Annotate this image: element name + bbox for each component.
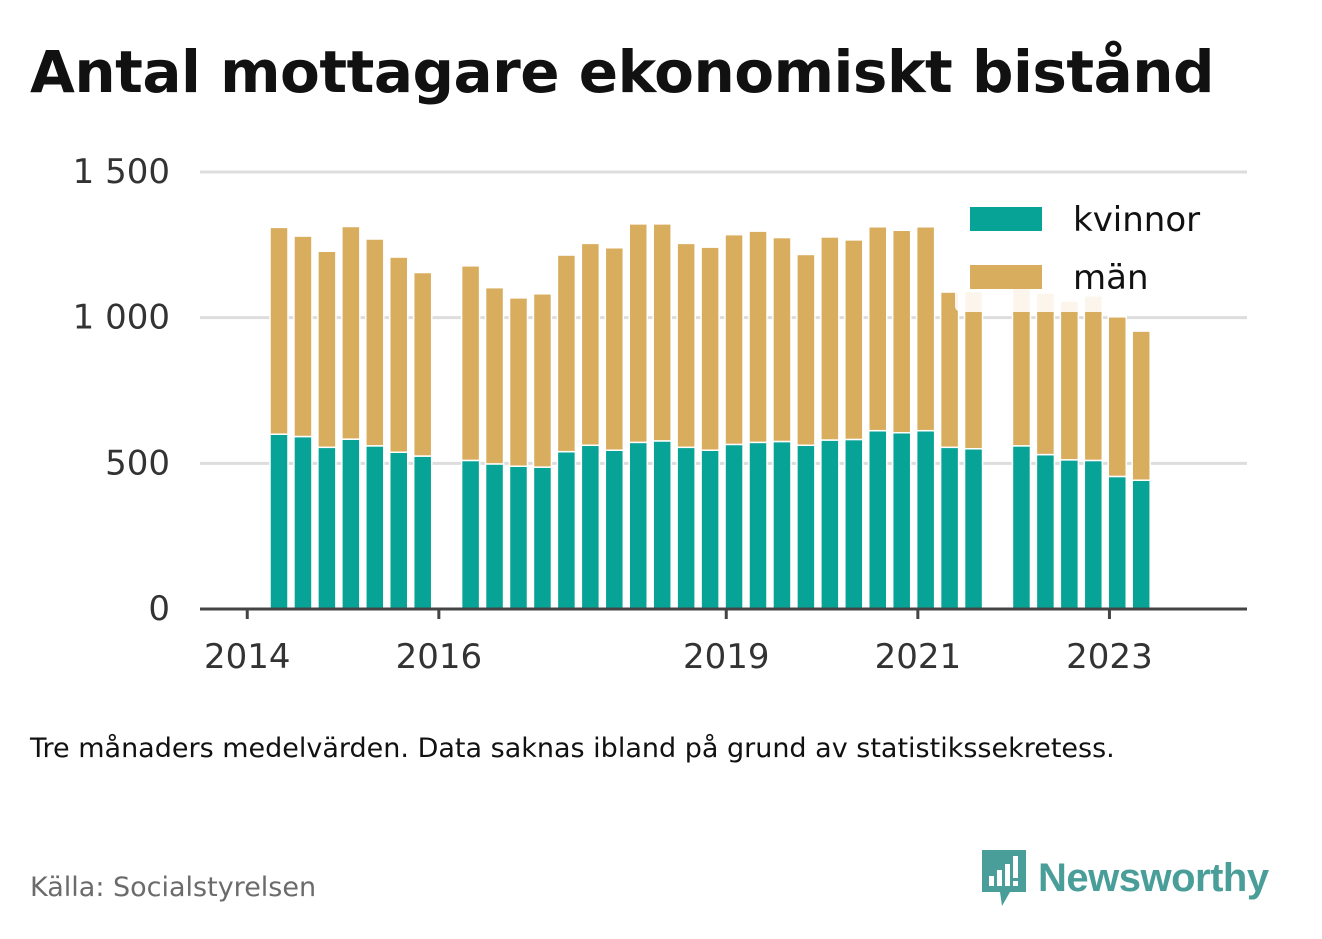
bar-segment-kvinnor	[365, 445, 385, 610]
bar-segment-man	[1107, 316, 1127, 478]
bar-segment-man	[891, 229, 912, 434]
bar-segment-man	[700, 246, 720, 451]
bar-segment-kvinnor	[293, 435, 313, 610]
y-tick-label: 0	[148, 589, 170, 629]
bar-segment-man	[293, 235, 313, 438]
bar-segment-kvinnor	[412, 455, 433, 610]
bar-segment-kvinnor	[389, 451, 409, 610]
bar-segment-kvinnor	[580, 444, 601, 610]
bar-segment-kvinnor	[868, 429, 888, 610]
bar-segment-kvinnor	[341, 438, 361, 610]
bar-segment-man	[676, 242, 696, 449]
bar-segment-kvinnor	[1035, 453, 1056, 610]
bar-segment-kvinnor	[939, 446, 960, 610]
legend-swatch-man	[970, 265, 1042, 289]
y-tick-label: 1 000	[73, 298, 170, 338]
bar-segment-man	[317, 250, 337, 449]
bar-segment-kvinnor	[508, 465, 529, 610]
bar-segment-man	[748, 230, 768, 444]
bar-segment-kvinnor	[460, 459, 481, 610]
bar-segment-kvinnor	[604, 449, 625, 610]
bar-segment-kvinnor	[748, 441, 768, 610]
x-tick-label: 2016	[396, 637, 483, 677]
bar-segment-man	[1083, 295, 1104, 462]
chart-title: Antal mottagare ekonomiskt bistånd	[30, 38, 1215, 106]
legend-label: kvinnor	[1073, 200, 1200, 240]
bar-segment-man	[389, 256, 409, 454]
legend-label: män	[1073, 258, 1149, 298]
newsworthy-logo-icon	[982, 850, 1026, 906]
bar-segment-man	[915, 226, 936, 432]
x-tick-label: 2014	[204, 637, 291, 677]
bar-segment-kvinnor	[1107, 475, 1127, 610]
bar-segment-kvinnor	[269, 433, 289, 610]
y-tick-label: 500	[105, 443, 170, 483]
bar-segment-man	[580, 242, 601, 447]
bar-segment-kvinnor	[317, 446, 337, 610]
bar-segment-man	[868, 226, 888, 432]
x-tick-label: 2023	[1066, 637, 1153, 677]
stacked-bar-chart: 0 500 1 000 1 500 2014 2016 2019 2021 2023 kvinn…	[73, 152, 1247, 677]
bar-segment-man	[412, 271, 433, 457]
bar-segment-kvinnor	[676, 446, 696, 610]
x-tick-label: 2021	[875, 637, 962, 677]
bar-segment-man	[556, 254, 577, 453]
y-tick-label: 1 500	[73, 152, 170, 192]
bar-segment-kvinnor	[1131, 479, 1151, 610]
bar-segment-kvinnor	[724, 443, 744, 610]
bar-segment-kvinnor	[700, 449, 720, 610]
bar-segment-man	[508, 297, 529, 467]
bar-segment-man	[1011, 287, 1032, 447]
legend: kvinnor män	[955, 186, 1217, 312]
bar-segment-man	[604, 246, 625, 451]
bar-segment-man	[1035, 292, 1056, 456]
bar-segment-man	[796, 253, 816, 447]
bar-segment-kvinnor	[820, 439, 840, 610]
bar-segment-kvinnor	[772, 440, 792, 610]
bar-segment-kvinnor	[556, 450, 577, 610]
bars	[269, 223, 1151, 610]
bar-segment-kvinnor	[484, 463, 505, 610]
bar-segment-kvinnor	[652, 440, 672, 610]
bar-segment-man	[1131, 330, 1151, 481]
bar-segment-man	[652, 223, 672, 442]
bar-segment-man	[939, 291, 960, 449]
bar-segment-man	[820, 236, 840, 441]
bar-segment-man	[484, 286, 505, 465]
bar-segment-kvinnor	[796, 444, 816, 610]
axes: 0 500 1 000 1 500 2014 2016 2019 2021 2023	[73, 152, 1247, 677]
bar-segment-man	[628, 223, 648, 444]
bar-segment-kvinnor	[1011, 445, 1032, 610]
bar-segment-kvinnor	[891, 431, 912, 610]
x-tick-label: 2019	[683, 637, 770, 677]
bar-segment-kvinnor	[628, 441, 648, 610]
bar-segment-man	[1059, 300, 1080, 461]
newsworthy-brand[interactable]: Newsworthy	[980, 848, 1269, 908]
bar-segment-man	[532, 293, 553, 468]
legend-swatch-kvinnor	[970, 207, 1042, 231]
brand-name: Newsworthy	[1038, 855, 1269, 900]
source-credit: Källa: Socialstyrelsen	[30, 872, 317, 903]
bar-segment-man	[269, 226, 289, 435]
bar-segment-man	[772, 236, 792, 443]
bar-segment-man	[963, 290, 984, 450]
chart-note: Tre månaders medelvärden. Data saknas ib…	[30, 733, 1115, 764]
bar-segment-man	[365, 238, 385, 447]
bar-segment-kvinnor	[963, 448, 984, 610]
bar-segment-man	[844, 239, 864, 441]
bar-segment-kvinnor	[1059, 459, 1080, 610]
bar-segment-man	[341, 225, 361, 440]
bar-segment-man	[460, 265, 481, 462]
bar-segment-kvinnor	[532, 466, 553, 610]
bar-segment-kvinnor	[1083, 459, 1104, 610]
bar-segment-man	[724, 233, 744, 446]
bar-segment-kvinnor	[915, 429, 936, 610]
bar-segment-kvinnor	[844, 438, 864, 610]
